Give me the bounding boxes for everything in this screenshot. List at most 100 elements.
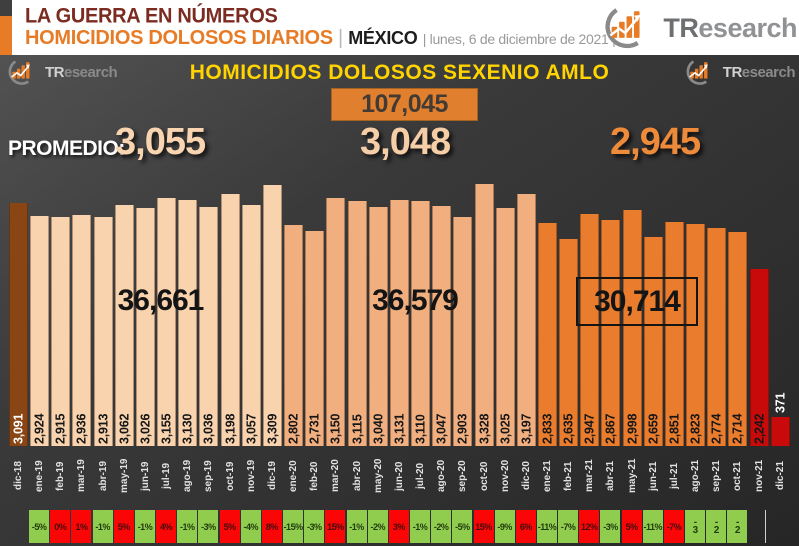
bar-ene-21 [538, 223, 557, 446]
header-country: MÉXICO [348, 28, 418, 48]
pct-change-ene-20: -15% [283, 510, 304, 543]
column-ene-19: 2,924 ene-19 -5% [29, 55, 50, 546]
bar-jun-20 [389, 200, 409, 446]
bar-ene-19 [30, 216, 50, 446]
bar-value-ene-20: 2,802 [286, 413, 301, 444]
tresearch-wordmark: TResearch [45, 64, 118, 81]
axis-label-oct-21: oct-21 [732, 461, 744, 491]
axis-label-may-19: may-19 [118, 458, 130, 494]
tresearch-logo-watermark-left: TResearch [4, 58, 118, 87]
column-abr-20: 3,115 abr-20 -1% [346, 55, 368, 546]
column-nov-19: 3,057 nov-19 -4% [240, 55, 262, 546]
pct-change-abr-21: -3% [600, 510, 621, 543]
bar-feb-21 [559, 239, 579, 446]
column-jun-21: 2,659 jun-21 -11% [642, 55, 664, 546]
bar-may-19 [114, 205, 134, 446]
bar-sep-20 [453, 217, 473, 446]
column-ene-21: 2,833 ene-21 -11% [537, 55, 558, 546]
bar-value-jun-21: 2,659 [646, 413, 661, 444]
column-sep-21: 2,774 sep-21 -2 [706, 55, 727, 546]
column-nov-21: 2,242 nov-21 [749, 55, 770, 546]
axis-label-feb-21: feb-21 [563, 461, 575, 491]
bar-value-dic-20: 3,197 [519, 413, 534, 444]
column-jun-20: 3,131 jun-20 3% [388, 55, 410, 546]
bar-oct-20 [474, 184, 494, 446]
bar-value-abr-20: 3,115 [350, 414, 365, 444]
axis-label-abr-21: abr-21 [605, 461, 617, 492]
bar-value-may-21: 2,998 [625, 413, 640, 444]
bar-value-oct-20: 3,328 [477, 413, 492, 444]
bar-ago-21 [686, 224, 706, 446]
pct-change-jun-20: 3% [388, 510, 409, 543]
header-date: | lunes, 6 de diciembre de 2021 | [422, 31, 616, 47]
bar-value-oct-21: 2,714 [730, 413, 745, 444]
axis-label-jul-20: jul-20 [415, 462, 427, 490]
pct-change-feb-19: 0% [50, 510, 71, 543]
pct-change-abr-19: -1% [92, 510, 113, 543]
bar-value-may-20: 3,040 [371, 413, 386, 444]
axis-label-ago-21: ago-21 [690, 459, 702, 493]
pct-change-abr-20: -1% [346, 510, 367, 543]
axis-label-nov-21: nov-21 [753, 459, 765, 493]
header-subtitle: HOMICIDIOS DOLOSOS DIARIOS | MÉXICO | lu… [25, 27, 616, 50]
bar-oct-19 [220, 194, 240, 446]
bar-value-nov-19: 3,057 [244, 413, 259, 444]
axis-label-abr-20: abr-20 [351, 461, 363, 492]
bar-value-feb-19: 2,915 [53, 413, 68, 444]
axis-label-nov-20: nov-20 [499, 459, 511, 493]
tresearch-chart-icon [598, 4, 660, 52]
column-feb-20: 2,731 feb-20 -3% [304, 55, 325, 546]
bar-abr-19 [93, 217, 113, 446]
header-title: LA GUERRA EN NÚMEROS [25, 4, 278, 28]
header-subtitle-text: HOMICIDIOS DOLOSOS DIARIOS [25, 27, 333, 49]
bar-plot: 3,091 dic-18 2,924 ene-19 -5% 2,915 feb-19 0% 2,… [0, 55, 799, 546]
brand-rest: esearch [64, 64, 118, 81]
bar-value-abr-19: 2,913 [96, 413, 111, 444]
bar-ago-19 [178, 200, 198, 446]
bar-value-mar-21: 2,947 [582, 413, 597, 444]
axis-label-dic-18: dic-18 [13, 461, 24, 491]
bar-mar-19 [72, 215, 92, 446]
axis-label-sep-20: sep-20 [457, 460, 469, 492]
pct-change-feb-21: -7% [558, 510, 579, 543]
pct-change-ene-19: -5% [29, 510, 50, 543]
pct-change-nov-19: -4% [240, 510, 261, 543]
column-mar-20: 3,150 mar-20 15% [325, 55, 346, 546]
bar-value-ago-20: 3,047 [434, 413, 449, 444]
bar-value-jul-20: 3,110 [413, 414, 428, 444]
average-2019: 3,055 [115, 121, 206, 163]
bar-ago-20 [432, 206, 452, 446]
bar-value-ago-19: 3,130 [180, 413, 195, 444]
bar-value-nov-20: 3,025 [498, 413, 513, 444]
tresearch-chart-icon [4, 58, 42, 87]
axis-label-abr-19: abr-19 [97, 461, 109, 492]
brand-tr: TR [663, 12, 699, 43]
pct-change-jul-20: -1% [410, 510, 431, 543]
bar-value-mar-20: 3,150 [328, 413, 343, 444]
chart-title: HOMICIDIOS DOLOSOS SEXENIO AMLO [189, 61, 610, 84]
bar-value-may-19: 3,062 [117, 413, 132, 444]
axis-label-oct-20: oct-20 [478, 461, 490, 491]
pct-change-ene-21: -11% [537, 510, 557, 543]
column-ago-21: 2,823 ago-21 -3 [685, 55, 706, 546]
pct-change-feb-20: -3% [304, 510, 325, 543]
bar-value-feb-21: 2,635 [561, 413, 576, 444]
axis-label-dic-20: dic-20 [520, 461, 532, 491]
header: LA GUERRA EN NÚMEROS HOMICIDIOS DOLOSOS … [0, 0, 799, 55]
bar-abr-20 [347, 201, 367, 446]
axis-label-mar-19: mar-19 [76, 459, 88, 493]
bar-jun-19 [135, 208, 155, 446]
axis-label-ene-21: ene-21 [542, 460, 553, 492]
pct-change-mar-20: 15% [325, 510, 346, 543]
bar-mar-21 [580, 214, 600, 446]
bar-nov-20 [495, 208, 515, 446]
pct-change-oct-19: 5% [219, 510, 240, 543]
pct-change-nov-20: -9% [494, 510, 515, 543]
bar-value-dic-21: 371 [773, 392, 788, 413]
axis-label-may-21: may-21 [626, 458, 638, 494]
axis-label-mar-20: mar-20 [330, 459, 342, 493]
bar-feb-20 [305, 231, 325, 446]
pct-change-jul-21: -7% [663, 510, 684, 543]
column-oct-20: 3,328 oct-20 15% [473, 55, 495, 546]
